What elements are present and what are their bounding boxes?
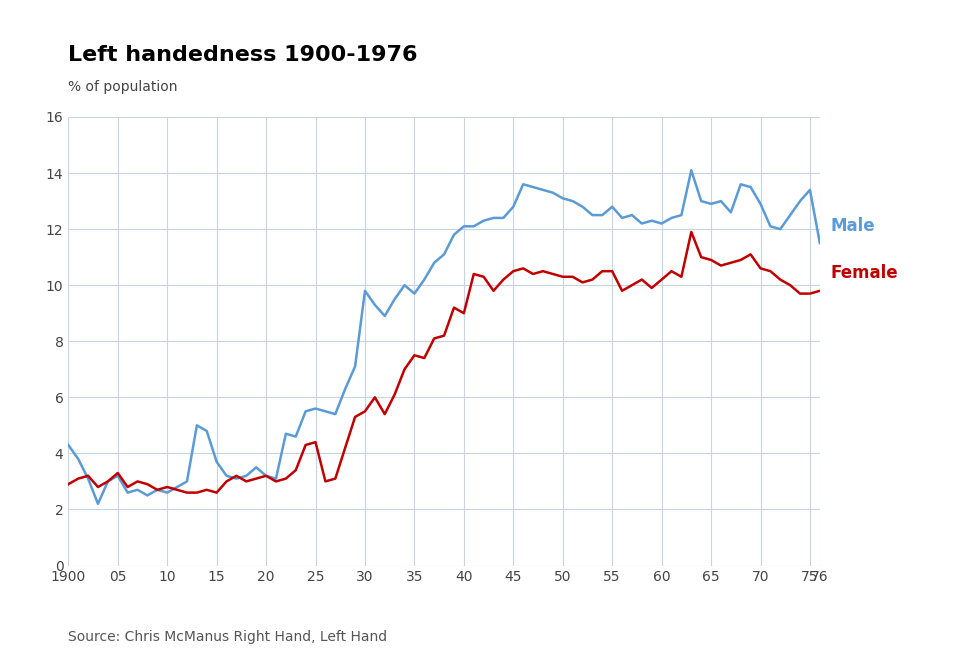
Text: Female: Female [831,265,899,283]
Text: Source: Chris McManus Right Hand, Left Hand: Source: Chris McManus Right Hand, Left H… [68,629,387,644]
Text: % of population: % of population [68,80,178,94]
Text: Left handedness 1900-1976: Left handedness 1900-1976 [68,45,418,65]
Text: Male: Male [831,217,875,235]
